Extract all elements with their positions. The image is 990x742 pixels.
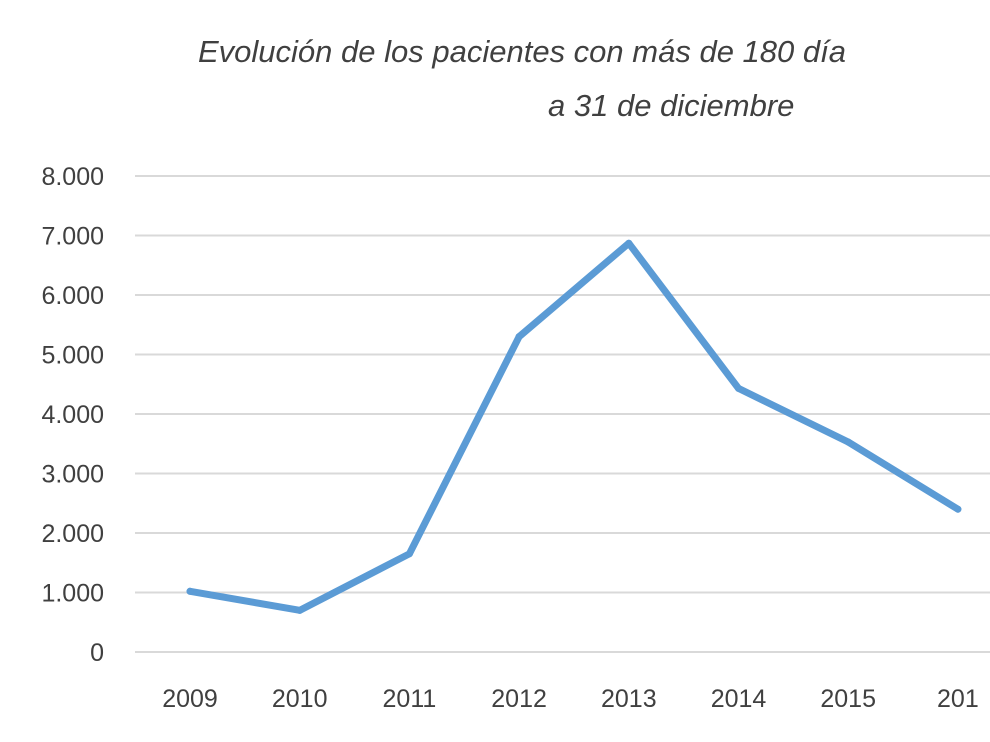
y-tick-label: 3.000 (41, 461, 104, 489)
x-tick-label: 2014 (711, 685, 767, 713)
x-tick-label: 2010 (272, 685, 328, 713)
data-point (515, 333, 523, 341)
series-line (186, 239, 962, 614)
y-tick-label: 6.000 (41, 282, 104, 310)
data-point (625, 239, 633, 247)
y-tick-label: 7.000 (41, 223, 104, 251)
data-point (954, 505, 962, 513)
y-tick-label: 8.000 (41, 163, 104, 191)
y-tick-label: 0 (90, 639, 104, 667)
x-tick-label: 2013 (601, 685, 657, 713)
chart-title-line-1: Evolución de los pacientes con más de 18… (198, 34, 846, 69)
data-point (186, 587, 194, 595)
x-tick-label: 2015 (820, 685, 876, 713)
x-tick-label: 2012 (491, 685, 547, 713)
x-tick-label: 201 (937, 685, 979, 713)
y-tick-label: 2.000 (41, 520, 104, 548)
y-tick-label: 5.000 (41, 342, 104, 370)
data-point (844, 438, 852, 446)
data-point (296, 606, 304, 614)
data-point (735, 384, 742, 392)
y-tick-label: 4.000 (41, 401, 104, 429)
x-tick-label: 2009 (162, 685, 218, 713)
x-tick-label: 2011 (383, 685, 437, 713)
y-tick-label: 1.000 (41, 580, 104, 608)
data-point (405, 550, 413, 558)
chart-title-line-2: a 31 de diciembre (548, 88, 795, 123)
